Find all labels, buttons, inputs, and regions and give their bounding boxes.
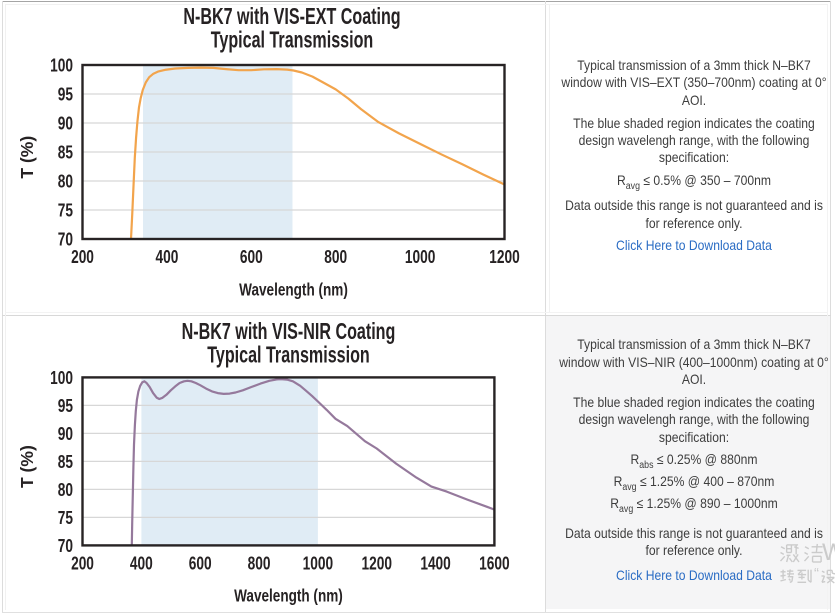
svg-text:80: 80 [58, 480, 73, 500]
svg-text:200: 200 [71, 247, 94, 267]
svg-text:“: “ [814, 565, 819, 582]
svg-text:T (%): T (%) [17, 136, 37, 179]
svg-text:1000: 1000 [303, 554, 333, 574]
svg-text:70: 70 [58, 536, 73, 556]
svg-text:85: 85 [58, 452, 73, 472]
svg-text:Wavelength (nm): Wavelength (nm) [239, 281, 348, 300]
svg-text:1200: 1200 [361, 554, 391, 574]
svg-text:70: 70 [58, 230, 73, 250]
svg-text:W: W [822, 539, 835, 566]
svg-text:600: 600 [189, 554, 212, 574]
svg-text:1200: 1200 [489, 247, 519, 267]
svg-text:Typical Transmission: Typical Transmission [211, 28, 373, 53]
svg-text:80: 80 [58, 172, 73, 192]
svg-text:95: 95 [58, 85, 73, 105]
svg-text:1600: 1600 [479, 554, 509, 574]
svg-text:N-BK7 with VIS-EXT Coating: N-BK7 with VIS-EXT Coating [183, 4, 400, 29]
svg-text:85: 85 [58, 143, 73, 163]
svg-text:400: 400 [155, 247, 178, 267]
svg-text:200: 200 [71, 554, 94, 574]
svg-text:75: 75 [58, 508, 73, 528]
svg-text:Typical Transmission: Typical Transmission [207, 343, 369, 368]
svg-text:Wavelength (nm): Wavelength (nm) [234, 587, 343, 606]
svg-text:400: 400 [130, 554, 153, 574]
svg-text:90: 90 [58, 424, 73, 444]
svg-text:800: 800 [324, 247, 347, 267]
svg-text:100: 100 [50, 56, 73, 76]
svg-text:75: 75 [58, 201, 73, 221]
svg-text:1400: 1400 [420, 554, 450, 574]
svg-text:600: 600 [240, 247, 263, 267]
svg-text:1000: 1000 [405, 247, 435, 267]
svg-text:800: 800 [248, 554, 271, 574]
svg-text:90: 90 [58, 114, 73, 134]
svg-text:100: 100 [50, 368, 73, 388]
svg-text:T (%): T (%) [17, 445, 37, 488]
svg-text:95: 95 [58, 396, 73, 416]
svg-text:N-BK7 with VIS-NIR Coating: N-BK7 with VIS-NIR Coating [182, 319, 396, 344]
